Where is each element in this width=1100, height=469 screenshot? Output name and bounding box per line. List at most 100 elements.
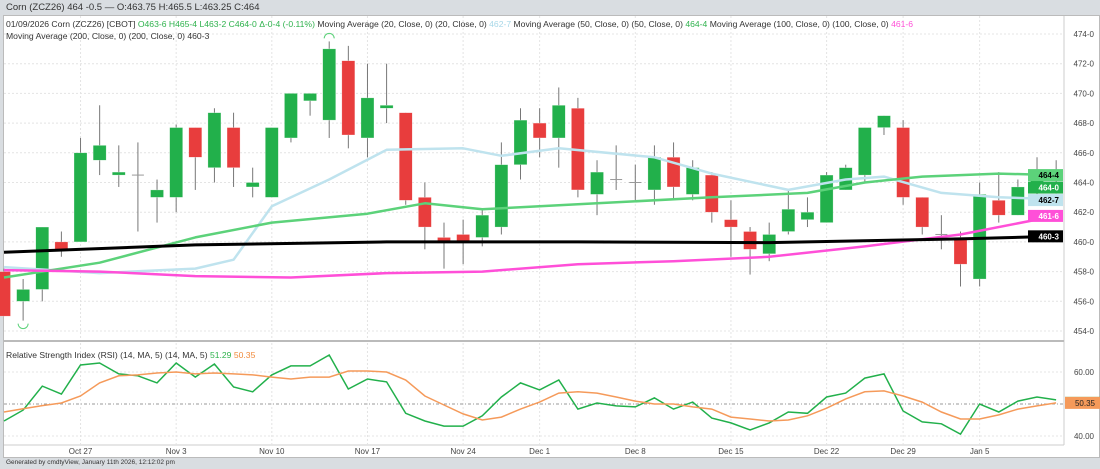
price-tick-label: 464-0 [1074, 179, 1095, 188]
candle [112, 145, 126, 187]
candle-body [819, 174, 834, 223]
legend-ma200-label[interactable]: Moving Average (200, Close, 0) (200, Clo… [6, 31, 185, 41]
moving-averages [3, 147, 1057, 279]
candle-body [896, 127, 910, 198]
candle-body [724, 219, 738, 228]
chart-legend: 01/09/2026 Corn (ZCZ26) [CBOT] O463-6 H4… [6, 18, 1056, 42]
candle [858, 127, 872, 183]
candle [131, 142, 144, 232]
candle-body [0, 271, 11, 317]
candle [666, 142, 681, 201]
last-value-box [1028, 181, 1063, 194]
rsi-line-rsi [3, 353, 1057, 436]
candle [647, 145, 662, 205]
candle [494, 142, 509, 235]
rsi-value: 51.29 [209, 350, 232, 360]
ma-line-ma200 [3, 234, 1057, 254]
candle-body [475, 214, 489, 238]
candle [398, 112, 413, 205]
price-tick-label: 470-0 [1074, 89, 1095, 98]
last-value-label: 460-3 [1039, 232, 1060, 241]
last-value-label: 461-6 [1039, 212, 1060, 221]
candle-body [494, 164, 509, 228]
candle [207, 108, 222, 183]
price-tick-label: 458-0 [1074, 268, 1095, 277]
price-tick-label: 466-0 [1074, 149, 1095, 158]
candle [762, 222, 776, 262]
price-tick-label: 456-0 [1074, 297, 1095, 306]
candle-body [398, 112, 413, 201]
candle-body [743, 231, 757, 250]
rsi-tick-label: 60.00 [1074, 368, 1095, 377]
candle-body [360, 97, 375, 139]
rsi-tick-label: 40.00 [1074, 432, 1095, 441]
candle [284, 93, 298, 143]
candle [188, 127, 203, 190]
rsi-label[interactable]: Relative Strength Index (RSI) (14, MA, 5… [6, 350, 208, 360]
legend-ma100-label[interactable]: Moving Average (100, Close, 0) (100, Clo… [709, 19, 889, 29]
last-value-label: 464-0 [1039, 184, 1060, 193]
candle-body [781, 208, 796, 232]
candle-body [418, 197, 432, 228]
last-value-box [1028, 230, 1063, 243]
candle [800, 197, 815, 228]
price-tick-label: 454-0 [1074, 327, 1095, 336]
last-value-label: 462-7 [1039, 196, 1060, 205]
candle-body [112, 171, 126, 176]
date-tick-label: Dec 8 [625, 447, 646, 456]
candle-body [762, 234, 776, 255]
legend-ma20-label[interactable]: Moving Average (20, Close, 0) (20, Close… [317, 19, 487, 29]
candle [35, 226, 50, 302]
last-value-box [1028, 169, 1063, 182]
candle-body [16, 289, 30, 302]
candle-body [188, 127, 203, 158]
candle-body [685, 167, 700, 195]
candle [475, 209, 489, 247]
candle [935, 215, 948, 250]
date-tick-label: Nov 10 [259, 447, 285, 456]
candle [265, 127, 279, 198]
candle-body [150, 189, 164, 198]
candle-body [35, 226, 50, 290]
candle [590, 160, 604, 216]
legend-line-2: Moving Average (200, Close, 0) (200, Clo… [6, 30, 1056, 42]
date-tick-label: Dec 29 [890, 447, 916, 456]
legend-ma20-value: 462-7 [489, 19, 512, 29]
legend-change: Δ-0-4 (-0.11%) [259, 19, 315, 29]
candle [360, 63, 375, 158]
rsi-ma-last-value-box [1065, 396, 1100, 409]
candle-body [73, 152, 88, 243]
candle-body [705, 174, 719, 213]
candle [915, 197, 929, 235]
candle-body [265, 127, 279, 198]
legend-open: O463-6 [137, 19, 167, 29]
candle [571, 97, 585, 198]
candle-body [379, 105, 394, 109]
candle-body [552, 105, 566, 139]
legend-low: L463-2 [199, 19, 227, 29]
candle [169, 124, 183, 213]
date-tick-label: Nov 3 [166, 447, 187, 456]
legend-close: C464-0 [228, 19, 257, 29]
date-tick-label: Dec 22 [814, 447, 840, 456]
candle-body [341, 60, 356, 136]
rsi-legend: Relative Strength Index (RSI) (14, MA, 5… [6, 350, 255, 360]
candle-body [915, 197, 929, 228]
candle [437, 222, 451, 269]
candle [16, 279, 30, 321]
ma-line-ma50 [3, 172, 1057, 279]
legend-line-1: 01/09/2026 Corn (ZCZ26) [CBOT] O463-6 H4… [6, 18, 1056, 30]
candle [972, 182, 987, 287]
candle [877, 115, 891, 135]
legend-ma100-value: 461-6 [891, 19, 914, 29]
candle [819, 172, 834, 223]
candle [92, 105, 107, 176]
date-tick-label: Dec 15 [718, 447, 744, 456]
rsi-ma-last-value-label: 50.35 [1075, 399, 1096, 408]
legend-high: H465-4 [168, 19, 198, 29]
legend-ma50-label[interactable]: Moving Average (50, Close, 0) (50, Close… [513, 19, 683, 29]
date-tick-label: Nov 24 [450, 447, 476, 456]
candle-body [303, 93, 317, 102]
candle [150, 179, 164, 223]
